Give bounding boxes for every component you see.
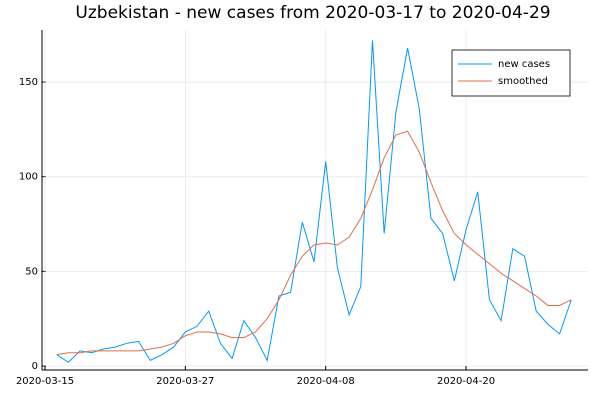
x-tick-label: 2020-03-27 xyxy=(156,376,214,387)
legend-label: new cases xyxy=(498,59,550,70)
y-tick-label: 50 xyxy=(25,266,38,277)
chart-title: Uzbekistan - new cases from 2020-03-17 t… xyxy=(75,3,550,23)
x-tick-label: 2020-04-20 xyxy=(437,376,495,387)
x-tick-label: 2020-04-08 xyxy=(297,376,355,387)
series-line xyxy=(56,130,572,356)
series-line xyxy=(56,40,572,363)
legend-label: smoothed xyxy=(498,76,548,87)
x-tick-label: 2020-03-15 xyxy=(16,376,74,387)
y-tick-label: 0 xyxy=(32,361,38,372)
legend-box xyxy=(451,49,571,97)
y-tick-label: 150 xyxy=(19,77,38,88)
y-tick-label: 100 xyxy=(19,172,38,183)
